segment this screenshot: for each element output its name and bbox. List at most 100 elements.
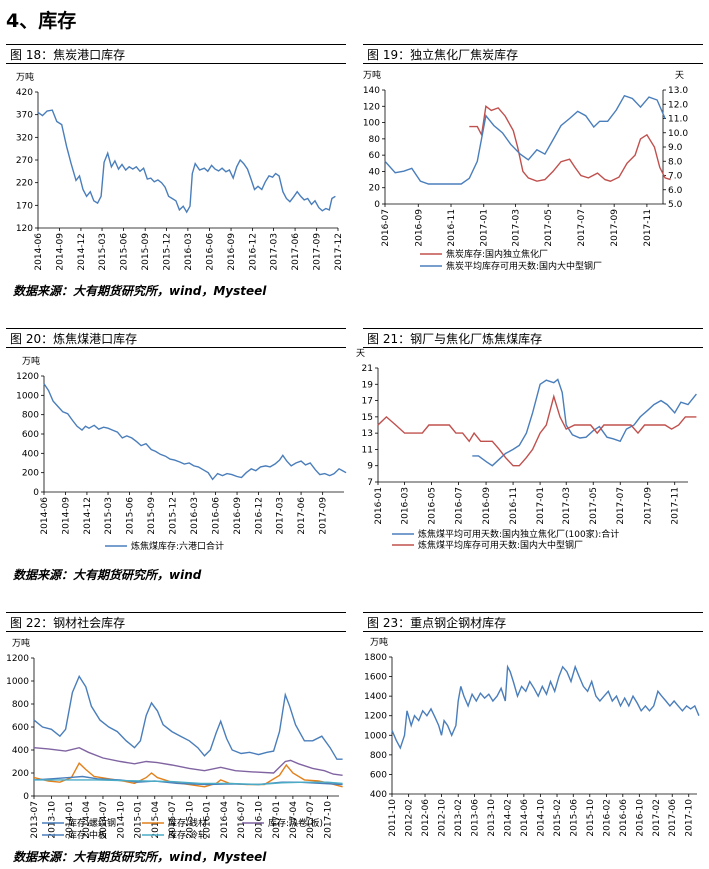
fig21-xtick-label: 2017-11 [671,487,681,525]
fig22-ytick-label: 1000 [6,677,29,687]
fig21-y-unit: 天 [356,349,365,359]
fig19-xtick-label: 2017-01 [480,209,490,247]
fig23-y-unit: 万吨 [370,636,388,648]
fig22-ytick-label: 0 [23,792,29,802]
fig23-xtick-label: 2012-06 [421,799,431,837]
fig22-xtick-label: 2013-10 [47,801,57,839]
fig23-xtick-label: 2014-06 [520,799,530,837]
fig18-xtick-label: 2014-12 [77,233,87,271]
fig19-y2tick-label: 10.0 [668,129,688,139]
fig22-legend-label: 库存:冷轧 [168,829,207,841]
fig23-xtick-label: 2012-02 [405,799,415,837]
fig18-series-line-0 [37,109,336,214]
fig20-xtick-label: 2015-03 [104,497,114,535]
fig18-xtick-label: 2016-06 [205,233,215,271]
fig18-xtick-label: 2015-03 [98,233,108,271]
fig22-xtick-label: 2016-01 [203,801,213,839]
fig19-xtick-label: 2016-11 [447,209,457,247]
fig21-ytick-label: 9 [367,462,373,472]
fig22-xtick-label: 2016-04 [220,801,230,839]
fig21-xtick-label: 2016-07 [455,487,465,525]
fig23-xtick-label: 2017-02 [652,799,662,837]
fig18-xtick-label: 2015-09 [141,233,151,271]
fig21-xtick-label: 2016-11 [509,487,519,525]
fig20-ytick-label: 1200 [16,372,39,382]
fig19-xtick-label: 2017-07 [577,209,587,247]
fig19-y2-unit: 天 [675,71,684,81]
fig21-ytick-label: 17 [362,397,373,407]
fig19-y2tick-label: 5.0 [668,200,683,210]
fig19-ytick-label: 140 [363,86,380,96]
fig19-xtick-label: 2017-11 [643,209,653,247]
fig21-xtick-label: 2017-05 [589,487,599,525]
fig20-xtick-label: 2016-03 [190,497,200,535]
fig19-y2tick-label: 7.0 [668,172,683,182]
fig21-ytick-label: 21 [362,364,373,374]
fig20-xtick-label: 2015-12 [169,497,179,535]
fig18-chart: 万吨 120 170 220 270 320 370 420 2014-06 2014-09 201… [16,71,344,271]
fig19-xtick-label: 2017-03 [511,209,521,247]
fig22-xtick-label: 2015-07 [168,801,178,839]
fig23-xtick-label: 2014-02 [504,799,514,837]
fig19-ytick-label: 0 [374,200,380,210]
fig22-xtick-label: 2014-07 [99,801,109,839]
fig20-ytick-label: 400 [22,449,39,459]
fig18-ytick-label: 120 [16,224,33,234]
fig22-y-unit: 万吨 [12,637,30,649]
fig21-xtick-label: 2016-03 [401,487,411,525]
fig18-xtick-label: 2017-09 [313,233,323,271]
fig18-ytick-label: 370 [16,111,33,121]
fig23-xtick-label: 2013-06 [470,799,480,837]
fig21-series-line-1 [377,393,697,467]
fig21-ytick-label: 19 [362,380,374,390]
fig23-chart: 万吨 400 600 800 1000 1200 1400 1600 1800 2011-10 20… [364,636,700,837]
fig22-xtick-label: 2017-07 [306,801,316,839]
fig19-xtick-label: 2017-05 [544,209,554,247]
fig22-xtick-label: 2017-10 [323,801,333,839]
fig18-xtick-label: 2015-06 [120,233,130,271]
fig21-xtick-label: 2017-01 [536,487,546,525]
fig22-ytick-label: 400 [12,746,29,756]
fig18-xtick-label: 2017-03 [269,233,279,271]
fig18-ytick-label: 270 [16,156,33,166]
fig20-xtick-label: 2016-06 [211,497,221,535]
fig21-series-line-0 [472,378,697,467]
fig22-xtick-label: 2015-04 [151,801,161,839]
fig22-series-line-2 [33,746,343,776]
fig20-header: 图 20：炼焦煤港口库存 [6,328,346,348]
fig19-chart: 万吨 0 20 40 60 80 100 120 140 天 5.0 6.0 7.0 8.0 9.0 10.0… [363,69,689,272]
fig23-header: 图 23：重点钢企钢材库存 [363,612,703,632]
fig20-ytick-label: 200 [22,469,39,479]
fig19-y2tick-label: 6.0 [668,186,683,196]
source-note-row2: 数据来源：大有期货研究所，wind [13,568,202,582]
fig19-ytick-label: 60 [369,151,381,161]
fig21-ytick-label: 15 [362,413,373,423]
fig22-ytick-label: 600 [12,723,29,733]
fig22-legend-label: 库存:螺纹钢 [68,817,116,829]
fig20-ytick-label: 1000 [16,391,39,401]
fig19-xtick-label: 2016-09 [414,209,424,247]
fig20-xtick-label: 2017-09 [319,497,329,535]
fig23-xtick-label: 2017-06 [668,799,678,837]
fig20-xtick-label: 2016-09 [233,497,243,535]
fig19-ytick-label: 80 [369,135,381,145]
fig22-legend-label: 库存:中板 [68,829,107,841]
fig22-series-line-4 [34,779,343,786]
fig23-xtick-label: 2015-06 [569,799,579,837]
fig22-xtick-label: 2015-10 [185,801,195,839]
fig18-xtick-label: 2014-06 [34,233,44,271]
fig21-ytick-label: 13 [362,429,373,439]
fig20-xtick-label: 2017-06 [297,497,307,535]
fig18-xtick-label: 2014-09 [56,233,66,271]
fig19-xtick-label: 2017-09 [610,209,620,247]
fig23-ytick-label: 400 [370,790,387,800]
fig23-xtick-label: 2015-10 [586,799,596,837]
fig23-xtick-label: 2016-10 [635,799,645,837]
fig23-ytick-label: 1000 [364,731,387,741]
fig21-xtick-label: 2016-05 [428,487,438,525]
fig22-series-line-0 [33,674,343,760]
fig19-y2tick-label: 9.0 [668,143,683,153]
fig21-header: 图 21：钢厂与焦化厂炼焦煤库存 [363,328,703,348]
